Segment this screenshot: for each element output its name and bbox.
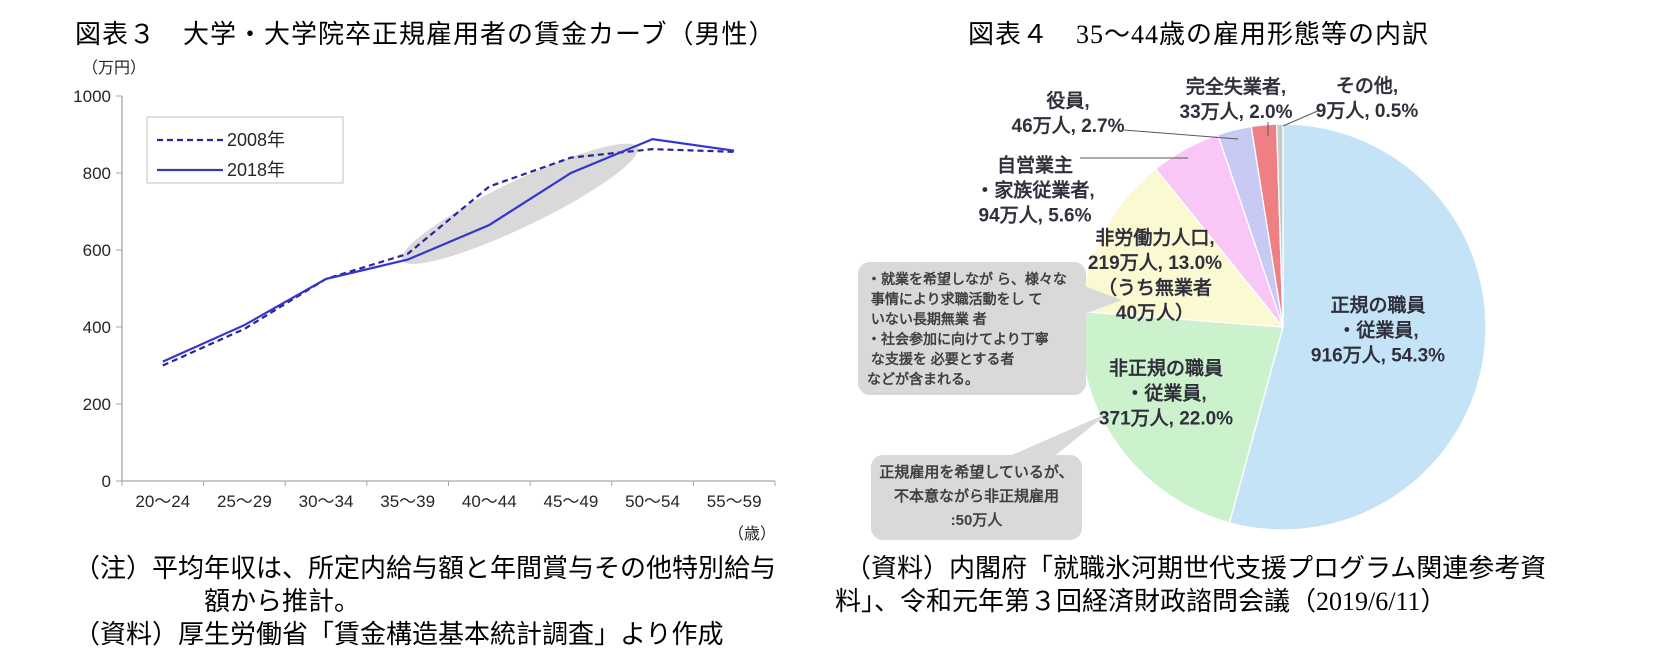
x-tick-label: 20～24 bbox=[135, 492, 190, 511]
x-tick-label: 45～49 bbox=[544, 492, 599, 511]
y-tick-label: 0 bbox=[102, 472, 111, 491]
fig4-notes: （資料）内閣府「就職氷河期世代支援プログラム関連参考資 料」、令和元年第３回経済… bbox=[790, 552, 1560, 618]
callout2-tail bbox=[1005, 413, 1108, 458]
pie-slices bbox=[1079, 123, 1487, 531]
leader-other-line bbox=[1282, 109, 1321, 127]
y-tick-label: 600 bbox=[83, 241, 111, 260]
pie-leader-lines bbox=[1080, 109, 1321, 159]
legend-label: 2008年 bbox=[227, 130, 285, 150]
pie-label-not-in-labour-force: 非労働力人口, 219万人, 13.0% （うち無業者 40万人） bbox=[1087, 228, 1223, 324]
wage-line-chart: 0 200 400 600 800 1000 20～24 25～29 30～34 35～39 40～… bbox=[73, 59, 776, 543]
x-tick-label: 55～59 bbox=[707, 492, 762, 511]
callout1-tail bbox=[1084, 286, 1122, 314]
x-tick-label: 25～29 bbox=[217, 492, 272, 511]
x-tick-label: 30～34 bbox=[299, 492, 354, 511]
leader-officers-line bbox=[1123, 129, 1239, 140]
wage-gap-ellipse bbox=[401, 143, 638, 264]
x-tick-label: 50～54 bbox=[625, 492, 680, 511]
pie-label-officers: 役員, 46万人, 2.7% bbox=[1011, 91, 1125, 137]
employment-pie-chart bbox=[1005, 109, 1487, 531]
pie-label-self-employed: 自営業主 ・家族従業者, 94万人, 5.6% bbox=[975, 155, 1095, 227]
pie-label-nonregular-employees: 非正規の職員 ・従業員, 371万人, 22.0% bbox=[1098, 358, 1234, 430]
wage-chart-legend: 2008年 2018年 bbox=[146, 116, 344, 184]
fig3-note-2: 額から推計。 bbox=[204, 587, 361, 616]
legend-box bbox=[146, 116, 344, 184]
series-line-2008年 bbox=[162, 148, 735, 367]
pie-slice-正規の職員・従業員 bbox=[1228, 123, 1487, 531]
pie-label-regular-employees: 正規の職員 ・従業員, 916万人, 54.3% bbox=[1310, 295, 1446, 367]
wage-gap-highlight bbox=[401, 143, 638, 264]
x-tick-label: 40～44 bbox=[462, 492, 517, 511]
pie-label-other: その他, 9万人, 0.5% bbox=[1315, 76, 1419, 122]
pie-label-unemployed: 完全失業者, 33万人, 2.0% bbox=[1179, 77, 1293, 123]
series-line-2018年 bbox=[162, 137, 735, 363]
wage-chart-series bbox=[162, 137, 735, 367]
callout-long-term-jobless: ・就業を希望しなが ら、様々な 事情により求職活動をし て いない長期無業 者 … bbox=[858, 262, 1086, 395]
fig4-note-1: （資料）内閣府「就職氷河期世代支援プログラム関連参考資 bbox=[845, 554, 1547, 583]
fig3-title: 図表３ 大学・大学院卒正規雇用者の賃金カーブ（男性） bbox=[75, 20, 776, 49]
y-tick-label: 400 bbox=[83, 318, 111, 337]
fig4-title: 図表４ 35～44歳の雇用形態等の内訳 bbox=[968, 20, 1430, 49]
fig4-note-2: 料」、令和元年第３回経済財政諮問会議（2019/6/11） bbox=[835, 587, 1447, 616]
callout-involuntary-nonregular: 正規雇用を希望しているが、 不本意ながら非正規雇用 :50万人 bbox=[871, 455, 1082, 540]
pie-slice-その他 bbox=[1275, 123, 1284, 328]
legend-label: 2018年 bbox=[227, 160, 285, 180]
x-tick-label: 35～39 bbox=[380, 492, 435, 511]
y-tick-label: 1000 bbox=[73, 87, 111, 106]
fig3-note-3: （資料）厚生労働省「賃金構造基本統計調査」より作成 bbox=[74, 620, 724, 649]
fig3-notes: （注）平均年収は、所定内給与額と年間賞与その他特別給与 額から推計。 （資料）厚… bbox=[60, 552, 800, 651]
wage-chart-axes: 0 200 400 600 800 1000 20～24 25～29 30～34 35～39 40～… bbox=[73, 87, 776, 511]
y-tick-label: 800 bbox=[83, 164, 111, 183]
fig3-note-1: （注）平均年収は、所定内給与額と年間賞与その他特別給与 bbox=[74, 554, 777, 583]
y-axis-unit: （万円） bbox=[82, 59, 146, 77]
y-tick-label: 200 bbox=[83, 395, 111, 414]
x-axis-unit: （歳） bbox=[728, 525, 776, 543]
